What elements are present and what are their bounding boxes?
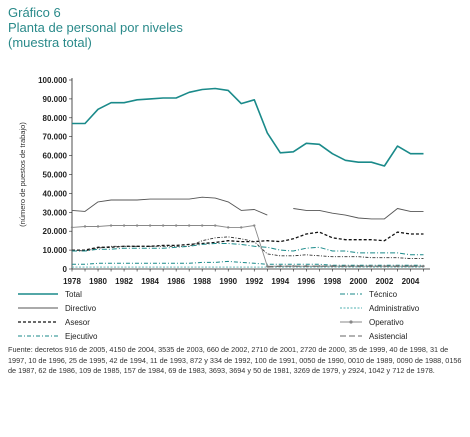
- y-tick-label: 10.000: [43, 246, 68, 255]
- series-line-total: [72, 87, 424, 167]
- y-tick-label: 60.000: [43, 152, 68, 161]
- chart-title-block: Gráfico 6 Planta de personal por niveles…: [8, 5, 183, 50]
- line-chart: 0 10.000 20.000 30.000 40.000 50.000 60.000 70.…: [18, 76, 430, 340]
- y-tick-label: 100.000: [38, 76, 67, 85]
- x-tick-label: 1996: [297, 277, 315, 286]
- series-point-operativo: [122, 224, 126, 227]
- y-tick-label: 30.000: [43, 208, 68, 217]
- legend-label-administrativo: Administrativo: [369, 304, 420, 313]
- y-tick-label: 40.000: [43, 189, 68, 198]
- series-point-operativo: [214, 224, 217, 227]
- x-tick-label: 1980: [89, 277, 107, 286]
- series-point-operativo: [240, 226, 243, 229]
- y-tick-label: 70.000: [43, 133, 68, 142]
- series-line-asistencial: [267, 265, 424, 268]
- series-point-operativo: [253, 224, 256, 227]
- series-point-operativo: [200, 224, 204, 227]
- legend-label-total: Total: [65, 290, 82, 299]
- y-axis-label: (número de puestos de trabajo): [18, 122, 27, 227]
- x-tick-label: 1986: [167, 277, 185, 286]
- series-line-ejecutivo: [72, 260, 424, 266]
- series-point-operativo: [109, 224, 113, 227]
- series-point-operativo: [409, 264, 412, 268]
- series-line-directivo: [71, 196, 424, 220]
- series-point-operativo: [227, 226, 230, 229]
- legend-label-operativo: Operativo: [369, 318, 404, 327]
- chart-subtitle: Planta de personal por niveles: [8, 20, 183, 35]
- x-tick-label: 2002: [376, 277, 394, 286]
- legend-swatch-dot-operativo: [349, 320, 353, 324]
- x-tick-label: 2004: [402, 277, 420, 286]
- chart-title: Gráfico 6: [8, 5, 61, 20]
- y-tick-label: 50.000: [43, 171, 68, 180]
- series-point-operativo: [161, 224, 165, 227]
- series-line-asesor: [72, 231, 424, 251]
- legend-label-directivo: Directivo: [65, 304, 97, 313]
- x-tick-label: 1990: [219, 277, 237, 286]
- chart-note: (muestra total): [8, 35, 92, 50]
- y-tick-label: 20.000: [43, 227, 68, 236]
- series-point-operativo: [344, 264, 347, 268]
- x-tick-label: 2000: [350, 277, 368, 286]
- series-point-operativo: [292, 264, 295, 268]
- x-tick-label: 1988: [193, 277, 211, 286]
- series-point-operativo: [318, 264, 321, 268]
- series-point-operativo: [96, 225, 100, 228]
- x-tick-label: 1992: [245, 277, 263, 286]
- series-point-operativo: [174, 224, 178, 227]
- series-point-operativo: [70, 226, 74, 229]
- x-tick-label: 1998: [323, 277, 341, 286]
- series-point-operativo: [148, 224, 152, 227]
- y-tick-label: 0: [63, 265, 68, 274]
- series-point-operativo: [187, 224, 191, 227]
- x-tick-label: 1978: [63, 277, 81, 286]
- series-point-operativo: [83, 225, 87, 228]
- legend-label-ejecutivo: Ejecutivo: [65, 332, 98, 340]
- x-tick-label: 1982: [115, 277, 133, 286]
- y-tick-label: 80.000: [43, 114, 68, 123]
- series-line-operativo: [71, 225, 424, 267]
- x-tick-label: 1994: [271, 277, 289, 286]
- series-point-operativo: [135, 224, 139, 227]
- legend-label-asesor: Asesor: [65, 318, 90, 327]
- series-line-tecnico: [72, 243, 424, 256]
- y-tick-label: 90.000: [43, 95, 68, 104]
- x-tick-label: 1984: [141, 277, 159, 286]
- legend-label-asistencial: Asistencial: [369, 332, 407, 340]
- legend-label-tecnico: Técnico: [369, 290, 398, 299]
- source-note: Fuente: decretos 916 de 2005, 4150 de 20…: [8, 345, 462, 375]
